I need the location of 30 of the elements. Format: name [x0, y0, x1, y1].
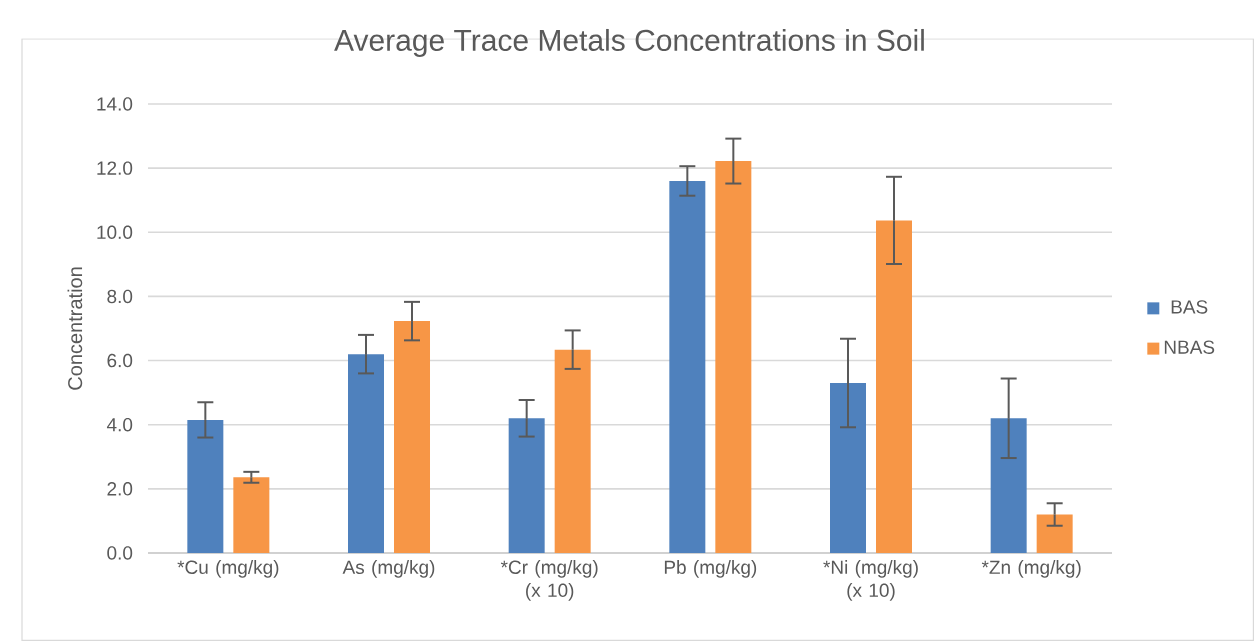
bar: [1036, 514, 1073, 553]
x-tick-label: *Cr (mg/kg) (x 10): [500, 560, 598, 601]
bar: [348, 354, 385, 553]
legend-label: NBAS: [1164, 340, 1215, 354]
bar: [508, 418, 545, 553]
x-tick-label: *Cu (mg/kg): [177, 560, 279, 578]
bar: [394, 321, 431, 553]
bar: [187, 419, 224, 553]
y-tick-label: 12.0: [97, 161, 133, 175]
bar: [669, 180, 706, 553]
x-tick-label: *Zn (mg/kg): [981, 560, 1081, 578]
bar: [233, 477, 270, 553]
bar: [554, 349, 591, 553]
chart-title: Average Trace Metals Concentrations in Soil: [334, 28, 924, 57]
bar: [990, 418, 1027, 553]
y-tick-label: 14.0: [97, 97, 133, 111]
y-axis-title: Concentration: [67, 267, 83, 390]
legend-label: BAS: [1171, 300, 1208, 314]
bar: [876, 220, 912, 553]
y-tick-label: 2.0: [107, 482, 133, 496]
y-tick-label: 10.0: [97, 225, 133, 239]
bar: [715, 161, 752, 553]
x-tick-label: *Ni (mg/kg) (x 10): [823, 560, 918, 601]
x-tick-label: Pb (mg/kg): [664, 560, 757, 578]
x-tick-label: As (mg/kg): [342, 560, 435, 578]
y-tick-label: 0.0: [107, 546, 133, 560]
y-tick-label: 4.0: [106, 417, 133, 432]
y-tick-label: 8.0: [107, 289, 133, 304]
y-tick-label: 6.0: [107, 353, 133, 368]
bar: [830, 383, 866, 553]
